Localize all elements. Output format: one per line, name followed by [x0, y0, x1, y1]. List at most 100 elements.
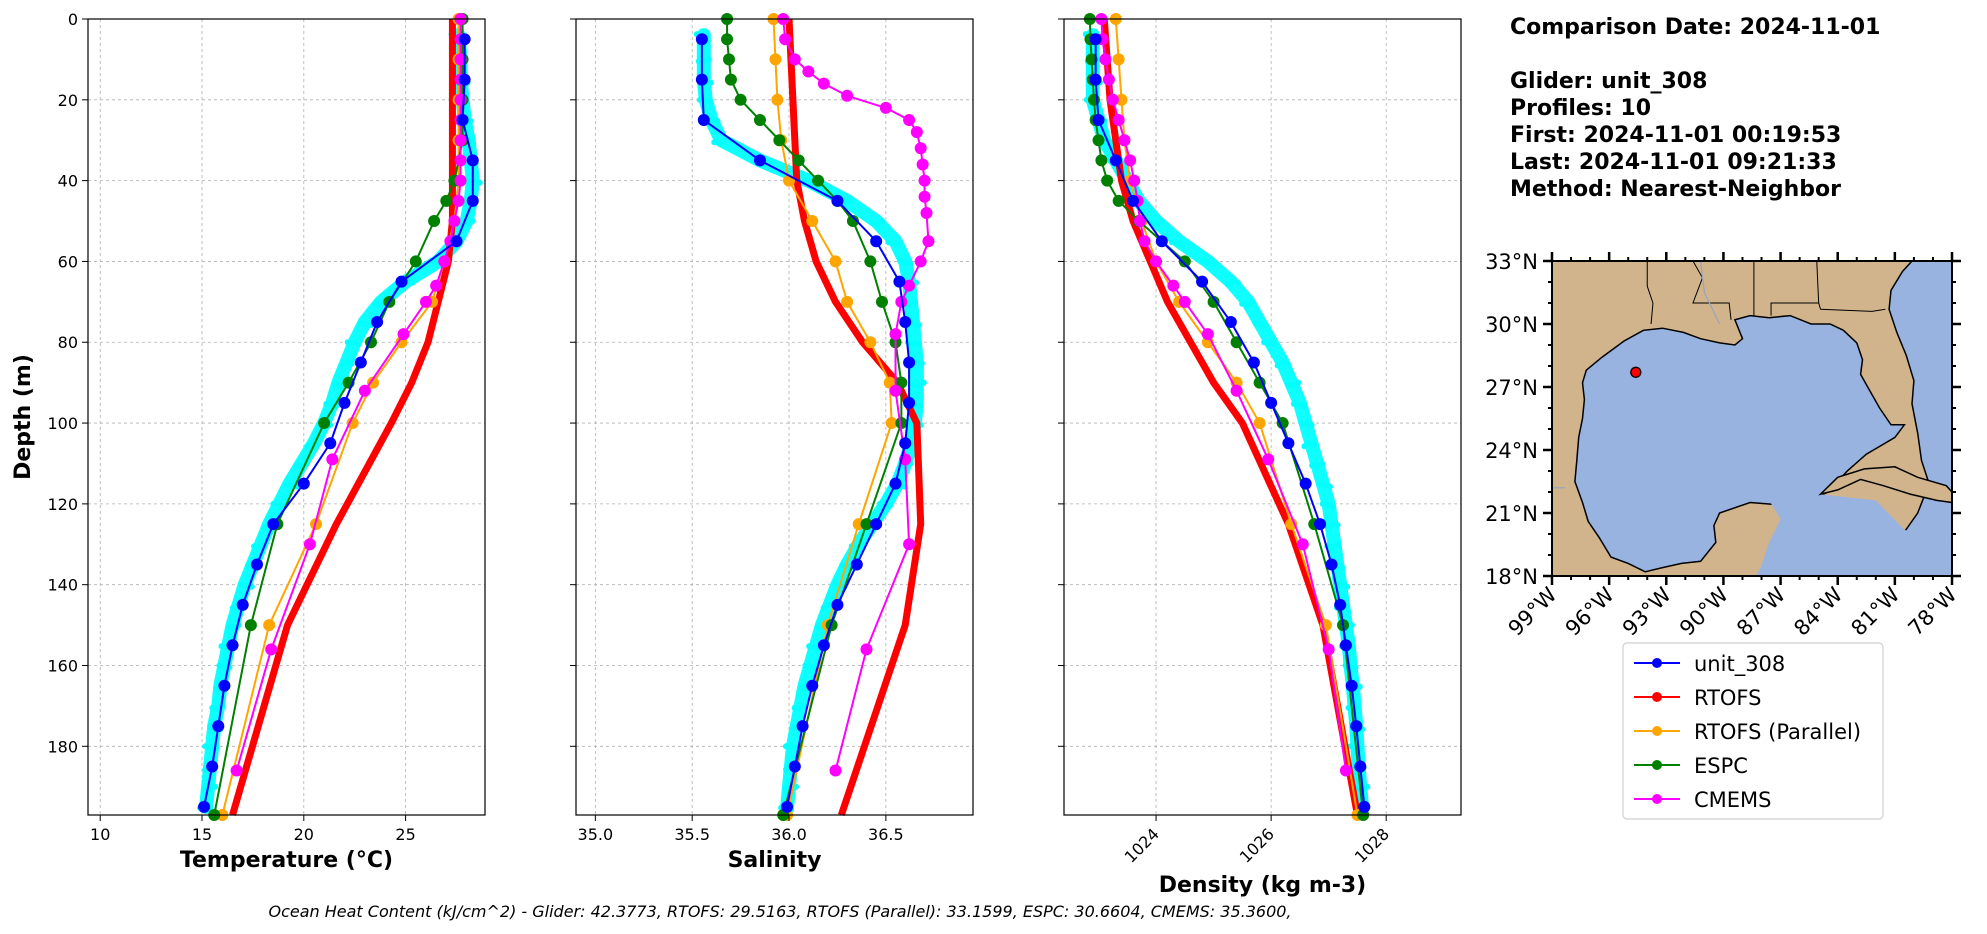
series-point [1282, 437, 1295, 450]
legend-swatch-marker [1652, 794, 1662, 804]
map-lat-label: 33°N [1485, 250, 1538, 274]
series-point [1325, 558, 1338, 571]
glider-scatter-point [1339, 564, 1346, 571]
glider-scatter-point [207, 724, 214, 731]
glider-location-marker [1630, 366, 1642, 378]
glider-scatter-point [811, 644, 818, 651]
state-border [1646, 261, 1654, 325]
y-tick-label: 160 [47, 656, 78, 675]
series-point [1150, 255, 1163, 268]
glider-scatter-point [1174, 240, 1181, 247]
series-point [788, 53, 801, 66]
map-lon-label: 93°W [1618, 582, 1676, 640]
series-point [1334, 598, 1347, 611]
ocean-heat-content-footer: Ocean Heat Content (kJ/cm^2) - Glider: 4… [268, 902, 1292, 921]
x-tick-label: 20 [294, 825, 314, 844]
method: Method: Nearest-Neighbor [1510, 177, 1841, 202]
series-point [1155, 235, 1168, 248]
map-lon-label: 84°W [1789, 582, 1847, 640]
series-point [326, 453, 339, 466]
state-border [1818, 302, 1886, 312]
series-point [875, 295, 888, 308]
plot-frame [87, 18, 486, 816]
glider-scatter-point [1295, 401, 1302, 408]
glider-scatter-point [214, 705, 221, 712]
series-line-espc [1088, 18, 1365, 816]
glider-scatter-point [1314, 463, 1321, 470]
series-point [1167, 279, 1180, 292]
series-point [226, 639, 239, 652]
glider-scatter-point [293, 462, 300, 469]
glider-scatter-point [354, 341, 361, 348]
legend-label: ESPC [1694, 754, 1748, 778]
map-lon-label: 87°W [1732, 582, 1790, 640]
series-line-rtofs [229, 19, 456, 816]
glider-scatter-point [288, 482, 295, 489]
glider-scatter-point [874, 221, 881, 228]
glider-scatter-point [909, 340, 916, 347]
glider-scatter-point [802, 662, 809, 669]
series-point [1138, 235, 1151, 248]
glider-scatter-point [1326, 483, 1333, 490]
legend-swatch-marker [1652, 692, 1662, 702]
glider-scatter-point [782, 743, 789, 750]
glider-scatter-point [409, 279, 416, 286]
legend-swatch-marker [1652, 726, 1662, 736]
glider-scatter-point [696, 96, 703, 103]
glider-scatter-point [1204, 259, 1211, 266]
x-axis-label: Salinity [728, 848, 822, 873]
series-point [263, 619, 276, 632]
series-point [458, 73, 471, 86]
series-point [1112, 194, 1125, 207]
series-point [879, 101, 892, 114]
series-point [1296, 538, 1309, 551]
series-point [1345, 679, 1358, 692]
series-point [458, 33, 471, 46]
series-point [1127, 194, 1140, 207]
series-point [1253, 417, 1266, 430]
glider-scatter-point [714, 118, 721, 125]
series-point [1089, 73, 1102, 86]
series-point [773, 134, 786, 147]
series-point [860, 643, 873, 656]
glider-scatter-point [793, 783, 800, 790]
series-line-rtofs [1100, 18, 1361, 816]
series-point [452, 194, 465, 207]
series-point [903, 396, 916, 409]
glider-scatter-point [469, 218, 476, 225]
glider-scatter-point [209, 704, 216, 711]
series-point [395, 275, 408, 288]
series-point [450, 235, 463, 248]
series-point [1358, 800, 1371, 813]
series-point [338, 396, 351, 409]
glider-scatter-point [256, 544, 263, 551]
glider-scatter-point [1352, 664, 1359, 671]
legend-label: RTOFS (Parallel) [1694, 720, 1861, 744]
series-point [893, 275, 906, 288]
series-point [409, 255, 422, 268]
glider-name: Glider: unit_308 [1510, 69, 1708, 94]
glider-scatter-point [338, 362, 345, 369]
glider-scatter-point [885, 239, 892, 246]
series-point [371, 316, 384, 329]
series-point [1089, 33, 1102, 46]
info-block: Comparison Date: 2024-11-01 Glider: unit_… [1510, 14, 1880, 203]
series-point [781, 800, 794, 813]
series-point [1350, 720, 1363, 733]
glider-scatter-point [1285, 381, 1292, 388]
profile-count: Profiles: 10 [1510, 96, 1652, 121]
glider-scatter-point [807, 663, 814, 670]
glider-scatter-point [1239, 300, 1246, 307]
glider-scatter-point [910, 381, 917, 388]
series-point [1339, 639, 1352, 652]
glider-scatter-point [283, 481, 290, 488]
legend-box [1622, 642, 1884, 820]
map-frame [1551, 260, 1953, 577]
x-tick-label: 15 [192, 825, 212, 844]
series-point [922, 235, 935, 248]
glider-scatter-point [820, 604, 827, 611]
glider-scatter-point [802, 177, 809, 184]
series-point [1092, 134, 1105, 147]
glider-scatter-point [1261, 339, 1268, 346]
series-point [724, 73, 737, 86]
